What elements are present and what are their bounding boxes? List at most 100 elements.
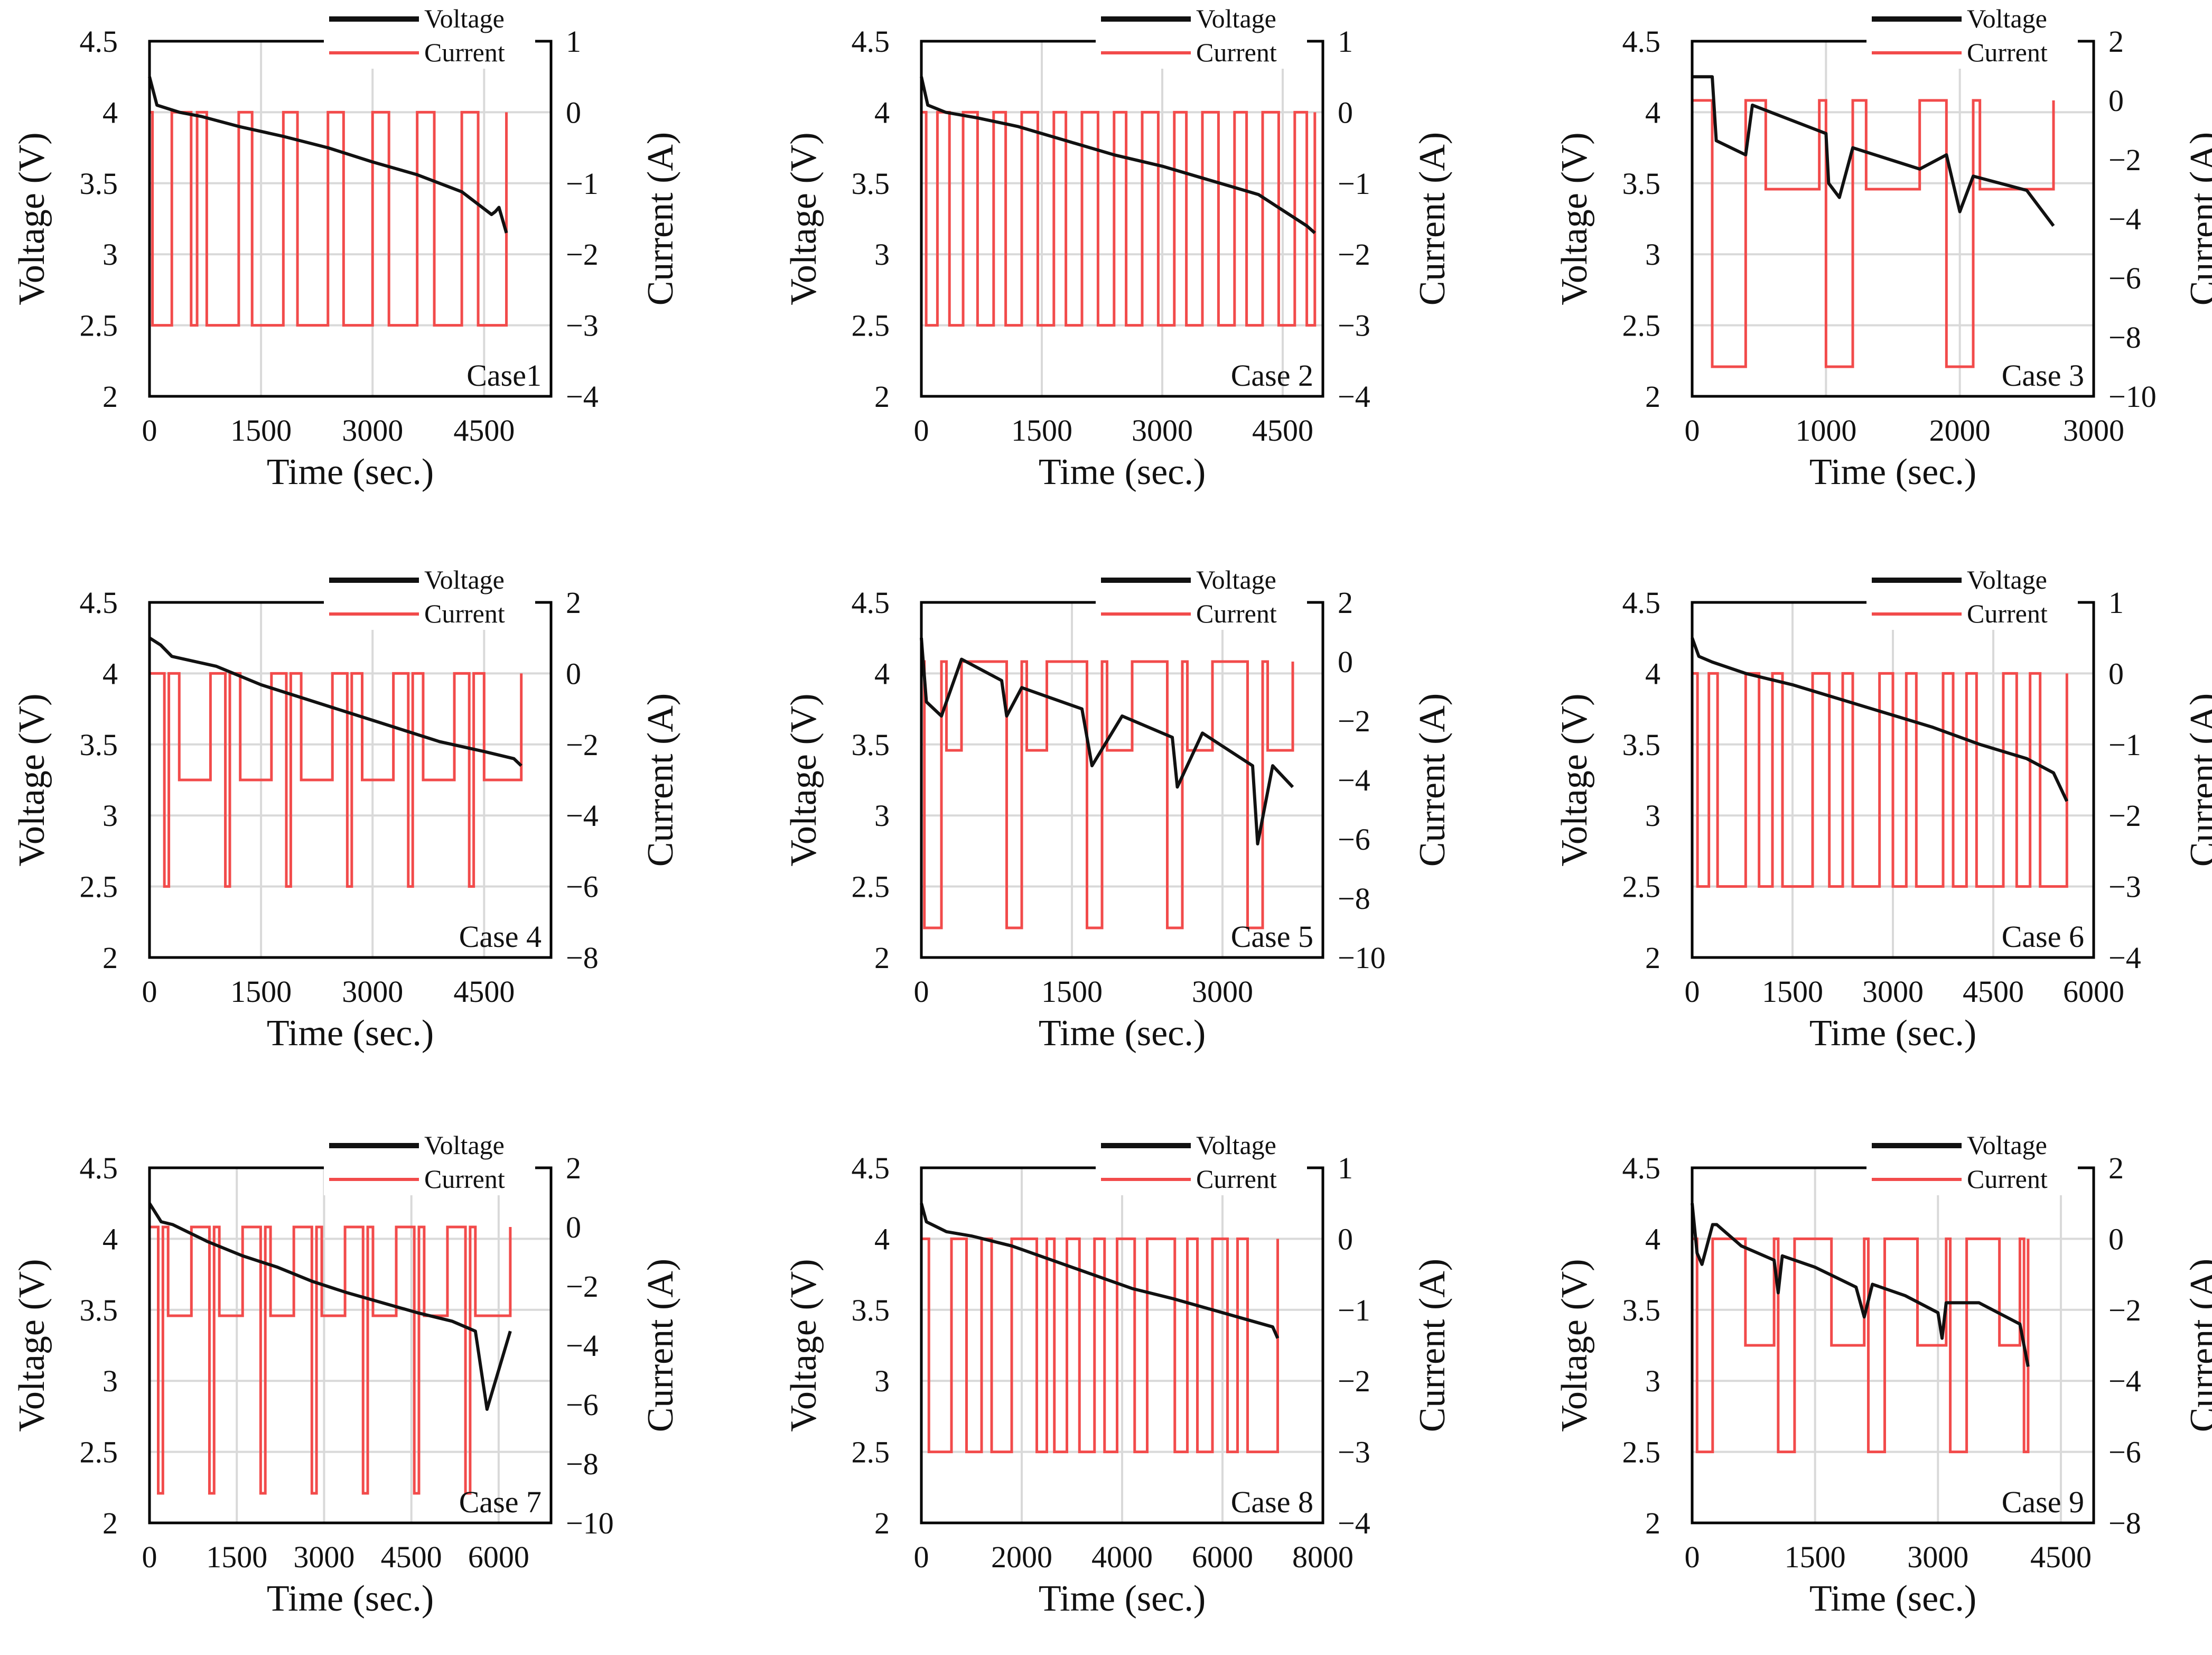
x-tick-label: 4500 xyxy=(453,413,515,448)
voltage-series-line xyxy=(920,1203,1280,1339)
y-left-tick-label: 4 xyxy=(874,656,890,691)
chart-panel-2: Voltage Current Case 2 0 1500 3000 4500 2 2.5 3 3.… xyxy=(783,3,1453,492)
y-left-tick-label: 3 xyxy=(102,1364,118,1398)
legend: Voltage Current xyxy=(1096,564,1307,630)
y-right-tick-label: −6 xyxy=(566,870,599,904)
y-right-tick-label: 0 xyxy=(2108,83,2124,118)
x-tick-label: 6000 xyxy=(1192,1540,1253,1574)
legend-voltage-label: Voltage xyxy=(1196,565,1276,594)
legend-background xyxy=(324,564,535,630)
legend-background xyxy=(1866,3,2078,69)
y-right-tick-label: −1 xyxy=(1338,1293,1370,1327)
y-left-tick-label: 4.5 xyxy=(1622,1151,1661,1185)
x-tick-label: 1500 xyxy=(206,1540,267,1574)
y-right-tick-label: 0 xyxy=(2108,1222,2124,1256)
y-right-axis-title: Current (A) xyxy=(2183,1259,2212,1433)
x-tick-label: 0 xyxy=(914,413,929,448)
current-series-line xyxy=(150,1225,512,1495)
x-tick-label: 0 xyxy=(142,1540,157,1574)
legend-current-label: Current xyxy=(1196,599,1277,628)
y-left-tick-label: 4.5 xyxy=(80,585,118,620)
y-left-tick-label: 3.5 xyxy=(80,166,118,201)
y-right-tick-label: −2 xyxy=(1338,704,1370,738)
legend-voltage-label: Voltage xyxy=(424,565,505,594)
y-right-tick-label: −4 xyxy=(2108,941,2141,975)
y-left-tick-label: 4 xyxy=(1645,1222,1660,1256)
legend-voltage-label: Voltage xyxy=(424,1130,505,1160)
legend-current-label: Current xyxy=(424,599,505,628)
x-tick-label: 1500 xyxy=(230,974,292,1009)
chart-panel-5: Voltage Current Case 5 0 1500 3000 2 2.5 3 3.5 4 4.… xyxy=(783,564,1453,1054)
x-tick-label: 4500 xyxy=(2030,1540,2092,1574)
chart-panel-9: Voltage Current Case 9 0 1500 3000 4500 2 2.5 3 3.… xyxy=(1554,1130,2212,1619)
y-left-axis-title: Voltage (V) xyxy=(1554,693,1595,866)
x-tick-label: 3000 xyxy=(293,1540,354,1574)
y-left-tick-label: 3.5 xyxy=(1622,728,1661,762)
x-tick-label: 0 xyxy=(914,1540,929,1574)
legend-current-label: Current xyxy=(424,1164,505,1194)
y-right-tick-label: −8 xyxy=(1338,881,1370,916)
legend-current-label: Current xyxy=(1196,1164,1277,1194)
voltage-series-line xyxy=(1692,75,2055,227)
y-left-tick-label: 3.5 xyxy=(1622,166,1661,201)
y-right-tick-label: −2 xyxy=(566,728,599,762)
y-left-tick-label: 2.5 xyxy=(852,1435,890,1470)
y-left-tick-label: 4 xyxy=(1645,95,1660,129)
x-tick-label: 0 xyxy=(142,974,157,1009)
case-label: Case 8 xyxy=(1231,1485,1313,1519)
y-right-tick-label: −3 xyxy=(1338,1435,1370,1470)
y-left-tick-label: 2.5 xyxy=(80,1435,118,1470)
legend-background xyxy=(1096,3,1307,69)
y-left-tick-label: 3.5 xyxy=(852,728,890,762)
y-right-tick-label: −4 xyxy=(566,798,599,833)
x-tick-label: 1500 xyxy=(1041,974,1103,1009)
legend-voltage-label: Voltage xyxy=(424,4,505,33)
current-series-line xyxy=(1692,99,2055,368)
y-right-tick-label: 0 xyxy=(1338,95,1353,129)
legend: Voltage Current xyxy=(1866,3,2078,69)
x-tick-label: 3000 xyxy=(342,413,403,448)
legend-voltage-label: Voltage xyxy=(1196,1130,1276,1160)
legend: Voltage Current xyxy=(324,1130,535,1195)
case-label: Case 7 xyxy=(459,1485,542,1519)
chart-panel-7: Voltage Current Case 7 0 1500 3000 4500 6000 2 2.… xyxy=(12,1130,681,1619)
legend-current-label: Current xyxy=(424,38,505,67)
y-left-tick-label: 2 xyxy=(1645,941,1660,975)
y-right-axis-title: Current (A) xyxy=(2183,693,2212,867)
x-tick-label: 4500 xyxy=(381,1540,442,1574)
voltage-series-line xyxy=(148,1202,512,1411)
y-left-tick-label: 4.5 xyxy=(852,585,890,620)
y-right-tick-label: −8 xyxy=(566,1447,599,1481)
y-left-tick-label: 2.5 xyxy=(1622,309,1661,343)
x-tick-label: 6000 xyxy=(468,1540,529,1574)
y-left-tick-label: 2 xyxy=(874,941,890,975)
y-left-tick-label: 3 xyxy=(1645,237,1660,272)
y-right-tick-label: 2 xyxy=(1338,585,1353,620)
x-axis-title: Time (sec.) xyxy=(267,452,434,492)
y-right-tick-label: −4 xyxy=(1338,763,1370,797)
y-left-tick-label: 3.5 xyxy=(1622,1293,1661,1327)
y-right-tick-label: 0 xyxy=(566,95,581,129)
legend-voltage-label: Voltage xyxy=(1967,1130,2047,1160)
y-right-tick-label: −4 xyxy=(1338,1506,1370,1540)
y-left-tick-label: 3 xyxy=(874,798,890,833)
y-right-axis-title: Current (A) xyxy=(1412,693,1453,867)
y-left-axis-title: Voltage (V) xyxy=(1554,132,1595,305)
y-right-tick-label: 2 xyxy=(2108,24,2124,59)
y-right-tick-label: −1 xyxy=(566,166,599,201)
y-left-tick-label: 3 xyxy=(874,237,890,272)
y-right-tick-label: 1 xyxy=(566,24,581,59)
voltage-series-line xyxy=(920,76,1316,235)
y-right-tick-label: −8 xyxy=(2108,320,2141,355)
y-left-tick-label: 3 xyxy=(102,237,118,272)
y-left-tick-label: 2.5 xyxy=(852,309,890,343)
x-tick-label: 0 xyxy=(1685,974,1700,1009)
y-right-tick-label: 0 xyxy=(2108,656,2124,691)
x-tick-label: 4000 xyxy=(1091,1540,1153,1574)
y-right-axis-title: Current (A) xyxy=(2183,132,2212,306)
y-right-axis-title: Current (A) xyxy=(640,693,681,867)
x-axis-title: Time (sec.) xyxy=(267,1578,434,1619)
legend-current-label: Current xyxy=(1967,1164,2048,1194)
legend: Voltage Current xyxy=(1096,3,1307,69)
x-tick-label: 0 xyxy=(142,413,157,448)
